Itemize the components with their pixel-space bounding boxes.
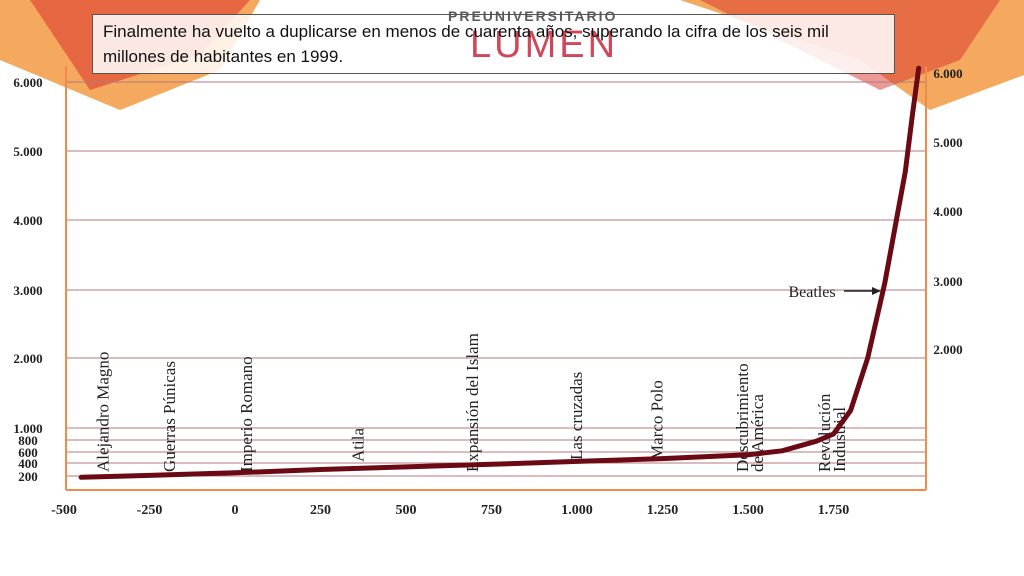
- x-tick-label: 500: [396, 503, 417, 518]
- x-tick-labels: -500 -250 0 250 500 750 1.000 1.250 1.500 1.750: [51, 503, 849, 518]
- event-annotation-line: Marco Polo: [648, 380, 667, 460]
- event-annotation: Atila: [348, 428, 367, 462]
- event-annotation-line: Revolución: [815, 393, 834, 472]
- event-annotation: Imperio Romano: [237, 356, 256, 472]
- y-tick-label-left: 5.000: [13, 144, 42, 159]
- event-annotation-line: Las cruzadas: [567, 372, 586, 460]
- event-annotation-line: Guerras Púnicas: [160, 361, 179, 472]
- y-tick-label-right: 5.000: [933, 135, 962, 150]
- event-annotation: Alejandro Magno: [93, 352, 112, 472]
- y-tick-label-left: 2.000: [13, 351, 42, 366]
- x-tick-label: 250: [310, 503, 331, 518]
- y-tick-label-left: 800: [18, 433, 38, 448]
- event-annotation: Guerras Púnicas: [160, 361, 179, 472]
- event-annotation: Expansión del Islam: [463, 333, 482, 472]
- event-annotation: Las cruzadas: [567, 372, 586, 460]
- logo-main-text: LUMEN: [470, 24, 619, 66]
- caption-background: [92, 14, 895, 74]
- x-tick-label: 0: [232, 503, 239, 518]
- beatles-label: Beatles: [788, 284, 835, 301]
- event-annotation-line: Atila: [348, 428, 367, 462]
- x-tick-label: 1.250: [647, 503, 679, 518]
- y-tick-label-right: 3.000: [933, 274, 962, 289]
- event-annotation-line: Alejandro Magno: [93, 352, 112, 472]
- x-tick-label: 750: [481, 503, 502, 518]
- x-tick-label: 1.000: [561, 503, 593, 518]
- y-tick-labels-right: 2.000 3.000 4.000 5.000 6.000: [933, 66, 962, 357]
- event-annotation-line: Expansión del Islam: [463, 333, 482, 472]
- y-tick-label-right: 4.000: [933, 204, 962, 219]
- x-tick-label: 1.750: [818, 503, 850, 518]
- event-annotation-line: Descubrimiento: [733, 363, 752, 472]
- y-tick-label-left: 6.000: [13, 75, 42, 90]
- x-tick-label: -500: [51, 503, 77, 518]
- x-tick-label: -250: [137, 503, 163, 518]
- y-tick-label-left: 200: [18, 469, 38, 484]
- logo-top-text: PREUNIVERSITARIO: [448, 8, 618, 24]
- y-tick-label-left: 600: [18, 445, 38, 460]
- population-curve: [78, 65, 922, 480]
- event-annotation-line: Imperio Romano: [237, 356, 256, 472]
- y-tick-label-right: 2.000: [933, 342, 962, 357]
- x-tick-label: 1.500: [732, 503, 764, 518]
- y-tick-label-right: 6.000: [933, 66, 962, 81]
- y-tick-label-left: 4.000: [13, 213, 42, 228]
- beatles-arrowhead: [872, 287, 881, 295]
- grid-lines: [66, 81, 926, 477]
- y-tick-label-left: 1.000: [13, 421, 42, 436]
- event-annotation: Marco Polo: [648, 380, 667, 460]
- event-annotations: Alejandro Magno Guerras Púnicas Imperio Ro…: [93, 333, 848, 472]
- y-tick-label-left: 3.000: [13, 283, 42, 298]
- caption-text: Finalmente ha vuelto a duplicarse en men…: [92, 14, 895, 74]
- event-annotation-line: de América: [748, 394, 767, 472]
- y-tick-label-left: 400: [18, 456, 38, 471]
